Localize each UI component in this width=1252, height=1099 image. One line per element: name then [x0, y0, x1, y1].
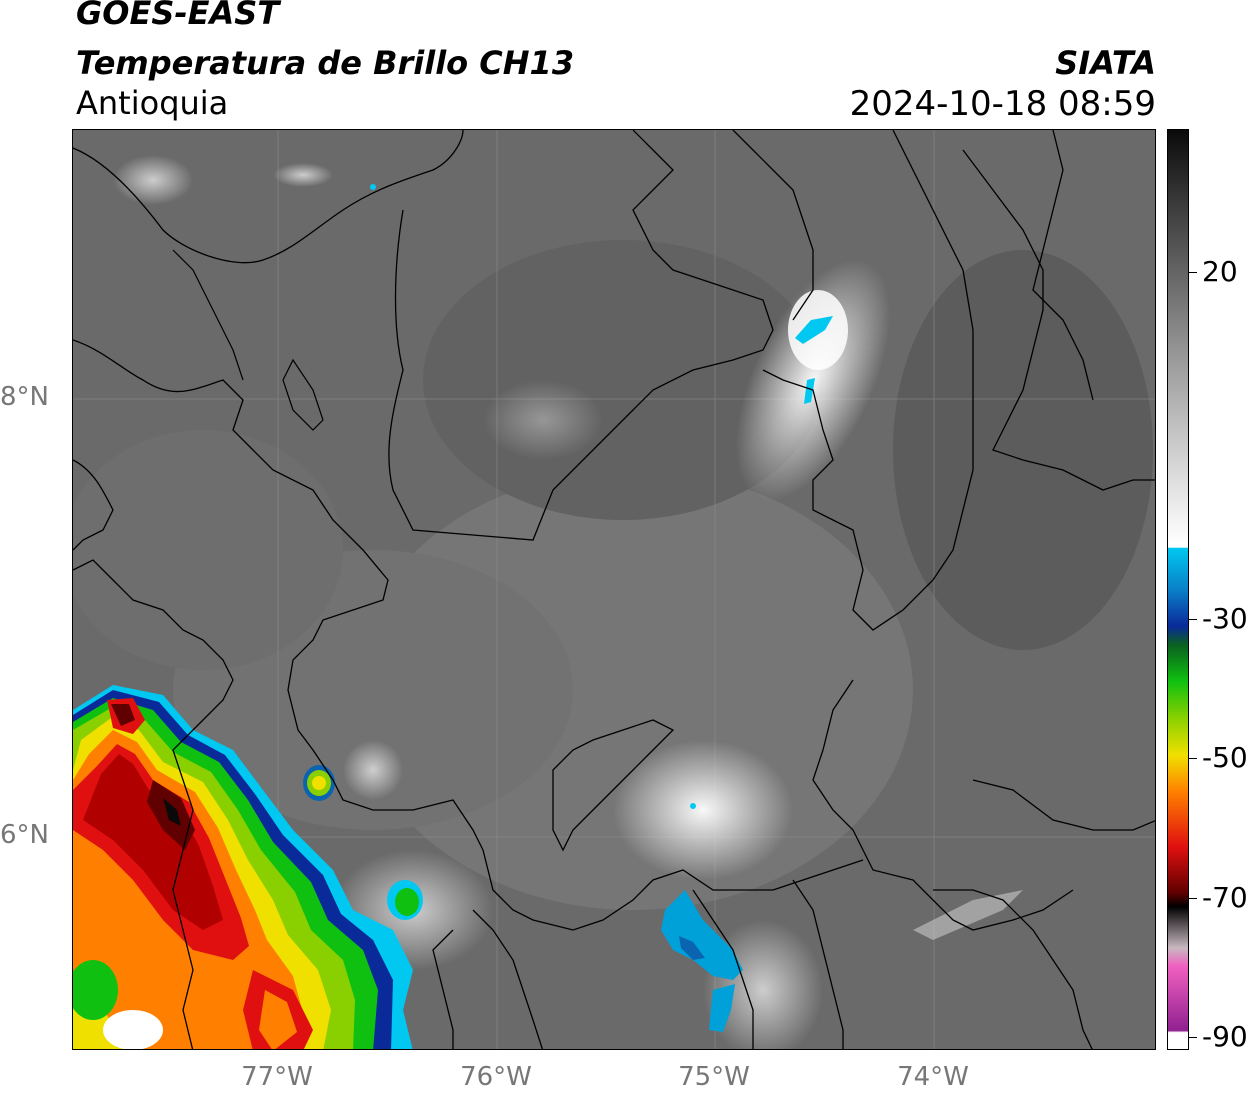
colorbar-label-minus30: -30 — [1202, 602, 1248, 635]
product-title: Temperatura de Brillo CH13 — [76, 44, 575, 82]
datetime-label: 2024-10-18 08:59 — [849, 84, 1156, 124]
colorbar-tick — [1189, 1037, 1197, 1038]
satellite-title: GOES-EAST — [76, 0, 280, 32]
colorbar-label-minus70: -70 — [1202, 881, 1248, 914]
lon-label-76w: 76°W — [460, 1062, 532, 1092]
borders — [73, 130, 1155, 1049]
colorbar-tick — [1189, 898, 1197, 899]
colorbar-label-minus90: -90 — [1202, 1020, 1248, 1053]
graticule — [73, 130, 1155, 1049]
colorbar-label-20: 20 — [1202, 255, 1238, 288]
colorbar-tick — [1189, 758, 1197, 759]
colorbar-tick — [1189, 272, 1197, 273]
cold-cloud-south — [661, 890, 743, 980]
cloud-central — [613, 740, 793, 880]
lat-label-8n: 8°N — [0, 382, 49, 412]
region-title: Antioquia — [76, 84, 229, 122]
lon-label-75w: 75°W — [678, 1062, 750, 1092]
storm-southwest — [73, 685, 413, 1049]
colorbar — [1167, 129, 1189, 1050]
colorbar-label-minus50: -50 — [1202, 741, 1248, 774]
lon-label-77w: 77°W — [241, 1062, 313, 1092]
lat-label-6n: 6°N — [0, 820, 49, 850]
colorbar-tick — [1189, 619, 1197, 620]
lon-label-74w: 74°W — [897, 1062, 969, 1092]
satellite-map[interactable] — [72, 129, 1156, 1050]
organization-label: SIATA — [1055, 44, 1156, 82]
